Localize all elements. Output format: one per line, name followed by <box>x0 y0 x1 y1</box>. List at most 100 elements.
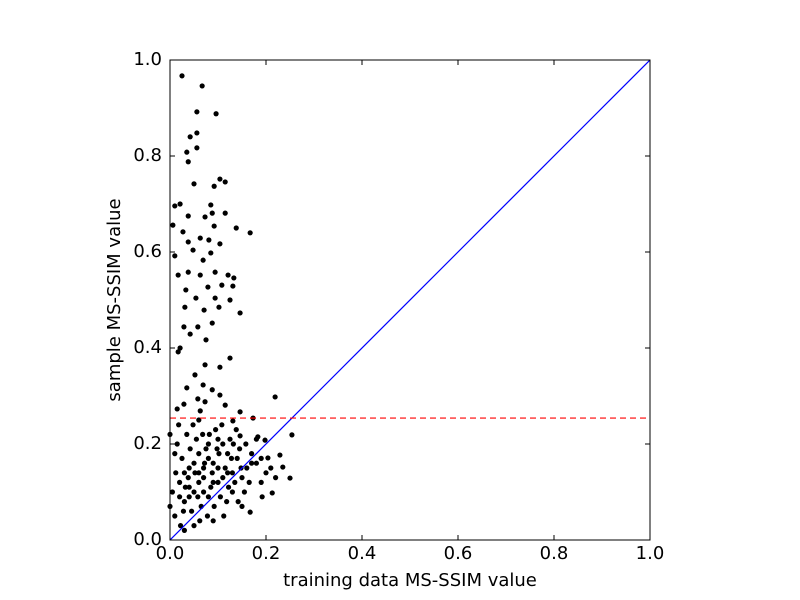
point <box>217 392 223 398</box>
point <box>201 489 207 495</box>
point <box>222 179 228 185</box>
point <box>195 396 201 402</box>
point <box>201 465 207 471</box>
point <box>173 470 179 476</box>
point <box>180 229 186 235</box>
point <box>199 83 205 89</box>
point <box>172 513 178 519</box>
point <box>197 272 203 278</box>
point <box>213 111 219 117</box>
point <box>216 451 222 457</box>
y-tick-label: 0.0 <box>133 529 162 550</box>
point <box>181 470 187 476</box>
point <box>280 464 286 470</box>
point <box>209 320 215 326</box>
point <box>202 214 208 220</box>
point <box>200 382 206 388</box>
point <box>212 295 218 301</box>
point <box>208 202 214 208</box>
point <box>208 250 214 256</box>
point <box>258 479 264 485</box>
point <box>209 470 215 476</box>
point <box>195 494 201 500</box>
point <box>181 401 187 407</box>
point <box>269 490 275 496</box>
point <box>212 269 218 275</box>
point <box>185 475 191 481</box>
point <box>194 145 200 151</box>
point <box>227 297 233 303</box>
point <box>243 441 249 447</box>
point <box>204 513 211 519</box>
point <box>202 399 208 405</box>
point <box>183 287 189 293</box>
point <box>193 436 199 442</box>
point <box>195 324 201 330</box>
point <box>174 406 180 412</box>
point <box>234 455 240 461</box>
point <box>185 269 191 275</box>
point <box>237 409 243 415</box>
point <box>209 387 215 393</box>
point <box>210 460 216 466</box>
x-tick-label: 0.2 <box>252 543 281 564</box>
point <box>206 431 212 437</box>
point <box>187 446 193 452</box>
point <box>187 134 193 140</box>
point <box>177 201 183 207</box>
point <box>225 484 232 490</box>
point <box>259 494 265 500</box>
y-tick-label: 0.4 <box>133 337 162 358</box>
point <box>222 210 228 216</box>
point <box>201 475 207 481</box>
point <box>253 460 259 466</box>
point <box>230 283 236 289</box>
point <box>205 284 211 290</box>
point <box>215 465 221 471</box>
point <box>215 436 221 442</box>
point <box>191 489 197 495</box>
point <box>201 460 208 466</box>
point <box>217 176 223 182</box>
point <box>177 523 184 529</box>
point <box>194 109 200 115</box>
y-tick-label: 0.2 <box>133 433 162 454</box>
point <box>182 484 188 490</box>
point <box>265 455 271 461</box>
point <box>196 451 202 457</box>
point <box>237 310 243 316</box>
point <box>277 452 283 458</box>
point <box>200 431 206 437</box>
point <box>182 304 188 310</box>
point <box>222 402 228 408</box>
point <box>185 159 191 165</box>
x-tick-label: 0.4 <box>348 543 377 564</box>
reference-line <box>170 60 650 540</box>
point <box>227 436 233 442</box>
point <box>247 230 253 236</box>
point <box>225 272 231 278</box>
point <box>175 349 181 355</box>
point <box>217 364 223 370</box>
point <box>229 470 235 476</box>
point <box>287 475 293 481</box>
point <box>201 307 207 313</box>
point <box>244 465 250 471</box>
point <box>189 508 195 514</box>
point <box>219 282 225 288</box>
point <box>239 475 245 481</box>
point <box>222 465 228 471</box>
point <box>186 465 192 471</box>
point <box>191 181 197 187</box>
point <box>217 241 223 247</box>
point <box>213 427 219 433</box>
x-tick-label: 0.6 <box>444 543 473 564</box>
x-tick-label: 0.8 <box>540 543 569 564</box>
point <box>229 489 235 495</box>
point <box>210 479 216 485</box>
point <box>247 509 253 515</box>
point <box>211 503 217 509</box>
point <box>193 295 199 301</box>
point <box>220 441 226 447</box>
